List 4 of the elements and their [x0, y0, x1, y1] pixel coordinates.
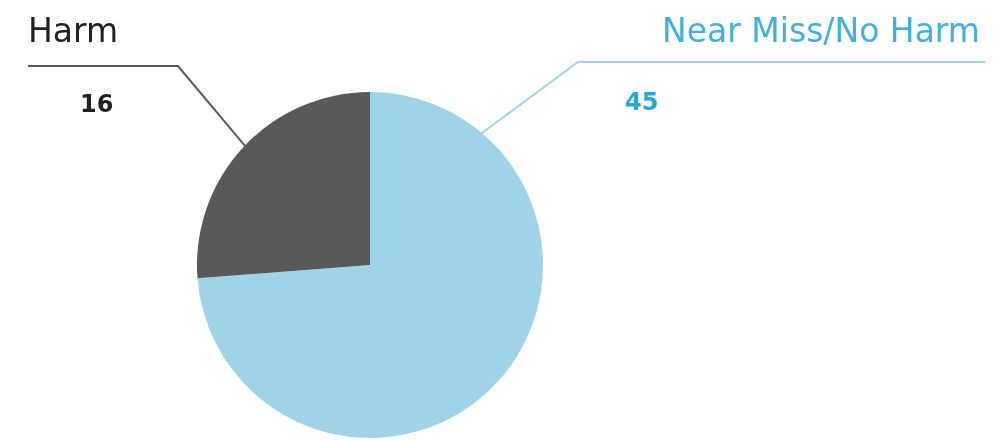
- data-label: 16: [80, 90, 114, 118]
- slice-label: Harm: [28, 11, 119, 50]
- slice-label: Near Miss/No Harm: [662, 11, 980, 50]
- data-label: 45: [625, 88, 659, 116]
